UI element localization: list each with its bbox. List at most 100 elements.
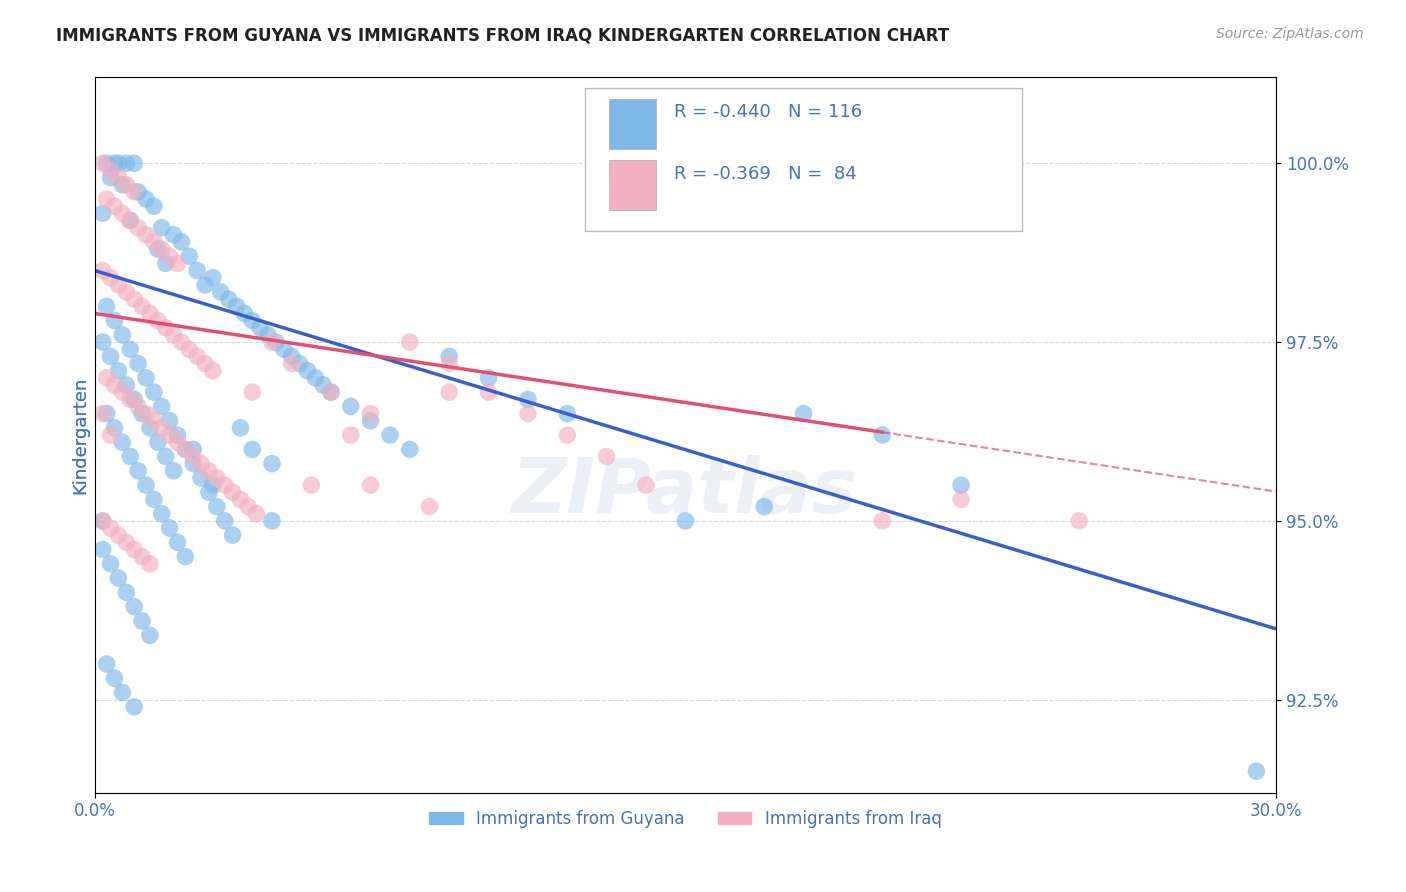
Point bbox=[257, 327, 280, 342]
Point bbox=[162, 227, 184, 242]
Point bbox=[150, 507, 173, 521]
Point bbox=[135, 192, 157, 206]
Point bbox=[214, 514, 236, 528]
Point bbox=[142, 414, 165, 428]
Point bbox=[96, 657, 118, 671]
Point bbox=[120, 343, 142, 357]
Point bbox=[359, 478, 381, 492]
Point bbox=[477, 371, 499, 385]
Point bbox=[179, 343, 201, 357]
Point bbox=[190, 471, 212, 485]
Point bbox=[339, 400, 361, 414]
Point bbox=[872, 514, 894, 528]
Point bbox=[127, 464, 149, 478]
Point bbox=[297, 364, 319, 378]
Point bbox=[245, 507, 267, 521]
Point bbox=[179, 249, 201, 263]
Point bbox=[131, 614, 153, 628]
Y-axis label: Kindergarten: Kindergarten bbox=[72, 376, 89, 494]
Point bbox=[139, 557, 162, 571]
Point bbox=[100, 270, 122, 285]
Point bbox=[170, 235, 193, 249]
Point bbox=[209, 285, 232, 299]
Point bbox=[288, 357, 311, 371]
Point bbox=[96, 371, 118, 385]
Point bbox=[319, 385, 342, 400]
Point bbox=[201, 364, 224, 378]
Point bbox=[260, 457, 283, 471]
Text: ZIPatlas: ZIPatlas bbox=[512, 455, 859, 529]
Point bbox=[103, 156, 125, 170]
Point bbox=[312, 378, 335, 392]
Point bbox=[111, 178, 134, 192]
Point bbox=[754, 500, 776, 514]
Point bbox=[127, 220, 149, 235]
Point bbox=[516, 392, 538, 407]
Point bbox=[201, 270, 224, 285]
Point bbox=[221, 528, 243, 542]
Point bbox=[194, 277, 217, 292]
Point bbox=[91, 514, 114, 528]
Point bbox=[155, 256, 177, 270]
Point bbox=[100, 350, 122, 364]
Point bbox=[115, 156, 138, 170]
Point bbox=[111, 385, 134, 400]
Point bbox=[107, 170, 129, 185]
Point bbox=[280, 350, 302, 364]
Point bbox=[555, 428, 578, 442]
Point bbox=[299, 478, 322, 492]
Point bbox=[249, 320, 271, 334]
Point bbox=[135, 478, 157, 492]
Point bbox=[240, 313, 263, 327]
Point bbox=[122, 542, 145, 557]
Text: Source: ZipAtlas.com: Source: ZipAtlas.com bbox=[1216, 27, 1364, 41]
Point bbox=[115, 535, 138, 549]
Point bbox=[139, 628, 162, 642]
Point bbox=[115, 378, 138, 392]
Point bbox=[264, 334, 287, 349]
Point bbox=[100, 521, 122, 535]
Point bbox=[398, 334, 420, 349]
Point bbox=[872, 428, 894, 442]
Point bbox=[181, 442, 204, 457]
Point bbox=[221, 485, 243, 500]
Point bbox=[159, 428, 181, 442]
Point bbox=[107, 571, 129, 585]
Point bbox=[142, 235, 165, 249]
Point bbox=[205, 500, 228, 514]
Point bbox=[100, 163, 122, 178]
Bar bbox=[609, 99, 657, 149]
Point bbox=[142, 199, 165, 213]
Point bbox=[174, 442, 197, 457]
Point bbox=[91, 263, 114, 277]
Point bbox=[122, 699, 145, 714]
Point bbox=[103, 313, 125, 327]
Point bbox=[107, 156, 129, 170]
FancyBboxPatch shape bbox=[585, 88, 1022, 231]
Point bbox=[166, 428, 188, 442]
Text: R = -0.440   N = 116: R = -0.440 N = 116 bbox=[673, 103, 862, 120]
Point bbox=[170, 334, 193, 349]
Point bbox=[142, 385, 165, 400]
Point bbox=[159, 521, 181, 535]
Point bbox=[162, 327, 184, 342]
Point bbox=[107, 528, 129, 542]
Point bbox=[122, 599, 145, 614]
Point bbox=[260, 334, 283, 349]
Point bbox=[675, 514, 697, 528]
Point bbox=[122, 156, 145, 170]
Point bbox=[100, 170, 122, 185]
Point bbox=[122, 392, 145, 407]
Point bbox=[111, 435, 134, 450]
Point bbox=[201, 478, 224, 492]
Point bbox=[131, 407, 153, 421]
Point bbox=[280, 357, 302, 371]
Point bbox=[181, 450, 204, 464]
Point bbox=[198, 485, 221, 500]
Point bbox=[229, 421, 252, 435]
Point bbox=[91, 407, 114, 421]
Point bbox=[159, 249, 181, 263]
Point bbox=[359, 414, 381, 428]
Point bbox=[107, 364, 129, 378]
Point bbox=[418, 500, 440, 514]
